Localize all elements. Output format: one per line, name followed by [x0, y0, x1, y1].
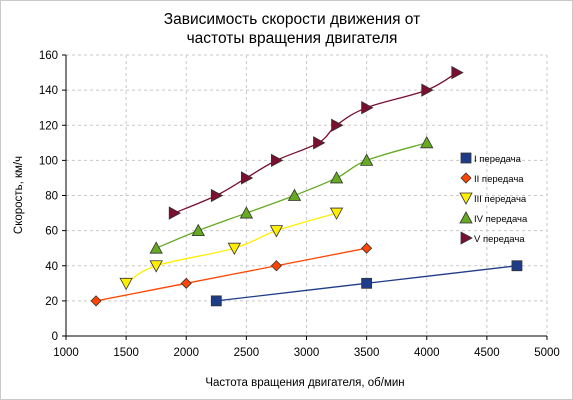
data-point-s1-2 — [361, 277, 373, 289]
chart-title-line-1: Зависимость скорости движения от — [164, 11, 420, 28]
y-tick-label-0: 0 — [52, 331, 58, 343]
x-tick-label-4: 3000 — [294, 347, 320, 359]
legend-label-5: V передача — [474, 234, 525, 245]
data-point-s5-5 — [313, 136, 326, 150]
data-point-s4-6 — [359, 153, 374, 166]
x-tick-label-1: 1500 — [113, 347, 139, 359]
y-tick-label-7: 140 — [39, 85, 58, 97]
x-tick-label-2: 2000 — [173, 347, 199, 359]
data-point-s1-1 — [210, 295, 222, 307]
data-point-s5-9 — [451, 65, 464, 80]
series-5 — [168, 65, 464, 220]
data-point-s3-3 — [227, 242, 242, 256]
data-point-s4-4 — [287, 188, 302, 201]
legend-item-4: IV передача — [459, 211, 528, 225]
data-point-s5-8 — [421, 83, 434, 97]
x-tick-label-6: 4000 — [414, 347, 440, 359]
legend-marker-2 — [460, 172, 472, 184]
axis-layer: 1000 1500 2000 2500 3000 3500 4000 4500 5000 0 20 4… — [39, 50, 560, 359]
legend-label-3: III передача — [474, 194, 527, 205]
y-tick-label-1: 20 — [45, 296, 58, 308]
legend-marker-3 — [459, 192, 473, 205]
data-point-s3-4 — [269, 225, 284, 238]
legend-item-5: V передача — [460, 231, 525, 245]
data-point-s4-7 — [420, 135, 434, 149]
data-point-s5-7 — [361, 101, 374, 115]
data-point-s4-2 — [191, 223, 205, 237]
data-point-s4-5 — [329, 171, 344, 184]
series-1 — [210, 260, 523, 307]
data-point-s3-5 — [329, 207, 344, 220]
data-point-s5-3 — [240, 171, 254, 185]
data-point-s5-6 — [331, 118, 344, 132]
data-point-s4-3 — [239, 206, 254, 219]
data-point-s3-1 — [119, 277, 133, 291]
x-axis-label: Частота вращения двигателя, об/мин — [205, 377, 404, 389]
x-tick-label-5: 3500 — [354, 347, 380, 359]
legend-marker-5 — [460, 231, 473, 245]
legend-marker-4 — [459, 211, 473, 224]
x-tick-label-3: 2500 — [234, 347, 260, 359]
data-point-s5-1 — [168, 206, 182, 220]
y-tick-label-4: 80 — [45, 191, 58, 203]
legend-item-2: II передача — [460, 172, 524, 185]
data-point-s2-4 — [361, 242, 373, 254]
series-line-2 — [95, 247, 367, 302]
chart-title-line-2: частоты вращения двигателя — [187, 30, 398, 47]
series-layer — [90, 65, 523, 307]
legend-item-3: III передача — [459, 192, 527, 205]
y-tick-label-3: 60 — [45, 226, 58, 238]
legend: I передача II передача III передача IV пере… — [459, 152, 528, 245]
y-tick-label-2: 40 — [45, 261, 58, 273]
data-point-s1-3 — [511, 260, 523, 272]
y-tick-label-6: 120 — [39, 120, 58, 132]
y-tick-label-8: 160 — [39, 50, 58, 62]
data-point-s5-2 — [210, 188, 224, 203]
data-point-s2-1 — [90, 295, 102, 307]
legend-label-2: II передача — [474, 174, 524, 185]
x-tick-label-0: 1000 — [53, 347, 79, 359]
series-2 — [90, 242, 373, 307]
data-point-s2-2 — [180, 277, 192, 289]
data-point-s5-4 — [271, 153, 284, 168]
x-tick-label-8: 5000 — [534, 347, 560, 359]
data-point-s2-3 — [270, 260, 283, 272]
series-3 — [119, 207, 344, 291]
data-point-s4-1 — [149, 241, 163, 254]
series-4 — [149, 135, 434, 254]
legend-item-1: I передача — [460, 152, 522, 165]
legend-marker-1 — [460, 152, 472, 164]
legend-label-4: IV передача — [474, 214, 528, 225]
legend-label-1: I передача — [474, 154, 522, 165]
x-tick-label-7: 4500 — [474, 347, 500, 359]
grid-layer — [66, 54, 548, 336]
y-axis-label: Скорость, км/ч — [13, 156, 25, 234]
y-tick-label-5: 100 — [39, 155, 58, 167]
data-point-s3-2 — [149, 260, 163, 273]
